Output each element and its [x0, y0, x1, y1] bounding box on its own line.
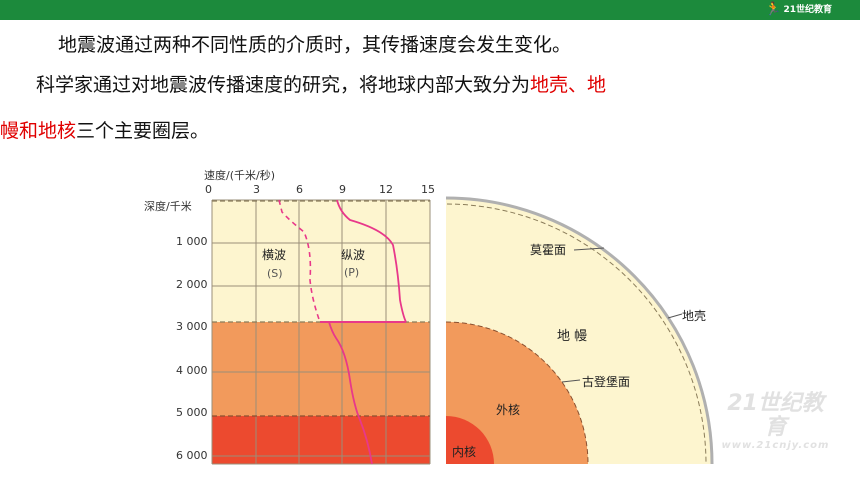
s-wave-symbol: (S)	[267, 267, 283, 280]
crust-arc	[445, 196, 714, 465]
depth-tick-5000: 5 000	[176, 406, 208, 419]
s-wave-label: 横波	[262, 248, 286, 262]
site-logo: 🏃 21世纪教育	[765, 1, 832, 19]
inner-core-label: 内核	[452, 445, 476, 459]
top-banner: 🏃 21世纪教育	[0, 0, 860, 20]
speed-tick-12: 12	[379, 183, 393, 196]
p-wave-label: 纵波	[341, 248, 365, 262]
gutenberg-label: 古登堡面	[582, 374, 630, 389]
runner-icon: 🏃	[765, 2, 782, 17]
p-wave-curve-core	[328, 321, 373, 465]
paragraph-1: 地震波通过两种不同性质的介质时，其传播速度会发生变化。	[58, 34, 572, 56]
watermark-main: 21世纪教育	[727, 391, 824, 440]
highlight-mantle-core: 幔和地核	[0, 120, 77, 142]
moho-arc	[446, 203, 707, 465]
mantle-label: 地 幔	[557, 329, 587, 344]
crust-label: 地壳	[682, 309, 706, 323]
gutenberg-arc	[445, 321, 589, 465]
mantle-band	[212, 200, 430, 322]
inner-core-band	[212, 416, 430, 464]
gutenberg-callout	[561, 379, 581, 383]
paragraph-2-text: 科学家通过对地震波传播速度的研究，将地球内部大致分为	[36, 74, 531, 96]
depth-tick-1000: 1 000	[176, 235, 208, 248]
moho-label: 莫霍面	[530, 243, 566, 257]
speed-tick-9: 9	[339, 183, 346, 196]
depth-tick-4000: 4 000	[176, 364, 208, 377]
speed-axis-label: 速度/(千米/秒)	[204, 168, 275, 182]
speed-tick-3: 3	[253, 183, 260, 196]
highlight-crust-mantle: 地壳、地	[530, 74, 607, 96]
moho-callout	[573, 247, 605, 251]
depth-tick-2000: 2 000	[176, 278, 208, 291]
s-wave-curve	[278, 199, 321, 323]
logo-text: 21世纪教育	[783, 5, 832, 15]
p-wave-symbol: (P)	[344, 266, 359, 279]
depth-axis-label: 深度/千米	[144, 199, 192, 213]
watermark-sub: www.21cnjy.com	[721, 440, 830, 451]
p-wave-curve-mantle	[336, 199, 407, 323]
paragraph-3: 幔和地核三个主要圈层。	[0, 116, 209, 143]
outer-core-section	[446, 322, 588, 464]
outer-core-label: 外核	[496, 403, 520, 417]
paragraph-2: 科学家通过对地震波传播速度的研究，将地球内部大致分为地壳、地	[36, 70, 606, 97]
crust-callout	[667, 313, 683, 319]
paragraph-3-text: 三个主要圈层。	[76, 120, 210, 142]
speed-tick-0: 0	[205, 183, 212, 196]
depth-tick-3000: 3 000	[176, 320, 208, 333]
speed-tick-15: 15	[421, 183, 435, 196]
outer-core-band	[212, 322, 430, 416]
speed-tick-6: 6	[296, 183, 303, 196]
depth-tick-6000: 6 000	[176, 449, 208, 462]
watermark: 21世纪教育 www.21cnjy.com	[718, 392, 833, 452]
inner-core-section	[446, 416, 494, 464]
chart-grid	[211, 199, 431, 465]
